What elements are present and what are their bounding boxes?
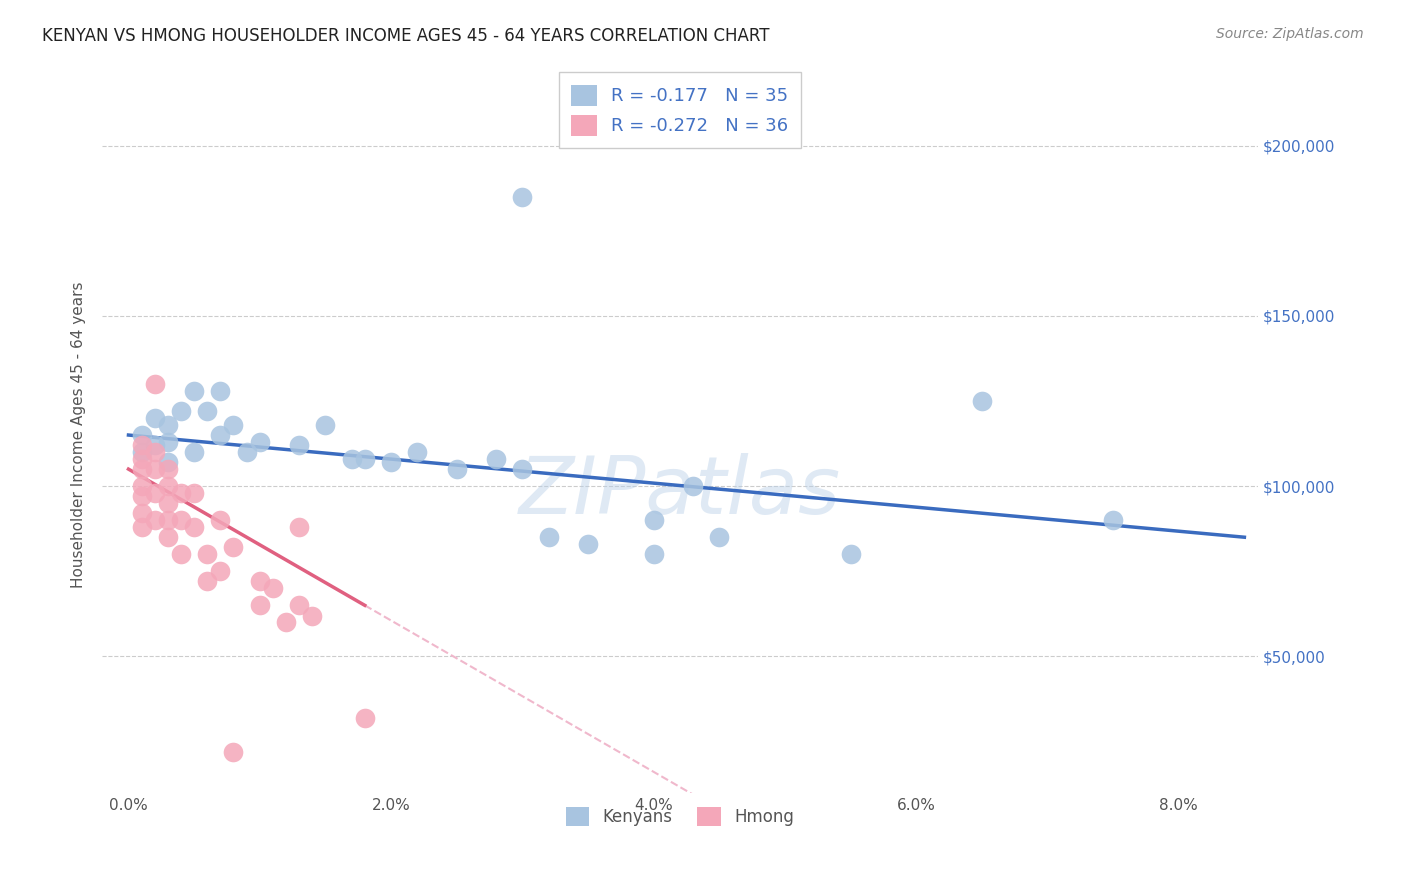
Point [643, 513, 665, 527]
Point [156, 479, 179, 493]
Point [183, 384, 205, 398]
Point [195, 547, 218, 561]
Point [143, 438, 166, 452]
Point [209, 513, 232, 527]
Point [143, 445, 166, 459]
Point [170, 547, 193, 561]
Point [131, 520, 153, 534]
Point [314, 417, 336, 432]
Point [143, 513, 166, 527]
Point [222, 417, 245, 432]
Point [143, 376, 166, 391]
Point [262, 582, 284, 596]
Point [288, 438, 311, 452]
Point [576, 537, 599, 551]
Point [249, 599, 271, 613]
Point [209, 384, 232, 398]
Point [195, 404, 218, 418]
Point [510, 462, 533, 476]
Point [143, 462, 166, 476]
Point [170, 404, 193, 418]
Point [222, 541, 245, 555]
Point [143, 486, 166, 500]
Point [156, 513, 179, 527]
Point [209, 564, 232, 578]
Point [156, 496, 179, 510]
Point [143, 411, 166, 425]
Point [340, 451, 363, 466]
Point [170, 513, 193, 527]
Point [131, 451, 153, 466]
Text: ZIPatlas: ZIPatlas [519, 453, 841, 532]
Point [131, 445, 153, 459]
Point [170, 486, 193, 500]
Legend: Kenyans, Hmong: Kenyans, Hmong [557, 798, 803, 834]
Point [485, 451, 508, 466]
Point [156, 455, 179, 469]
Point [288, 520, 311, 534]
Point [183, 520, 205, 534]
Point [183, 445, 205, 459]
Point [156, 417, 179, 432]
Point [353, 451, 375, 466]
Point [709, 530, 731, 544]
Point [970, 394, 993, 409]
Point [235, 445, 257, 459]
Point [195, 574, 218, 589]
Point [156, 462, 179, 476]
Text: KENYAN VS HMONG HOUSEHOLDER INCOME AGES 45 - 64 YEARS CORRELATION CHART: KENYAN VS HMONG HOUSEHOLDER INCOME AGES … [42, 27, 769, 45]
Y-axis label: Householder Income Ages 45 - 64 years: Householder Income Ages 45 - 64 years [72, 282, 86, 589]
Point [288, 599, 311, 613]
Point [222, 745, 245, 759]
Point [682, 479, 704, 493]
Point [446, 462, 468, 476]
Point [131, 428, 153, 442]
Point [380, 455, 402, 469]
Point [274, 615, 297, 630]
Point [537, 530, 560, 544]
Point [183, 486, 205, 500]
Point [131, 507, 153, 521]
Point [249, 434, 271, 449]
Point [131, 438, 153, 452]
Point [353, 711, 375, 725]
Point [131, 479, 153, 493]
Point [209, 428, 232, 442]
Point [643, 547, 665, 561]
Point [510, 189, 533, 203]
Point [156, 530, 179, 544]
Point [131, 489, 153, 503]
Point [156, 434, 179, 449]
Point [249, 574, 271, 589]
Point [1102, 513, 1125, 527]
Point [406, 445, 429, 459]
Point [839, 547, 862, 561]
Point [131, 462, 153, 476]
Point [301, 608, 323, 623]
Text: Source: ZipAtlas.com: Source: ZipAtlas.com [1216, 27, 1364, 41]
